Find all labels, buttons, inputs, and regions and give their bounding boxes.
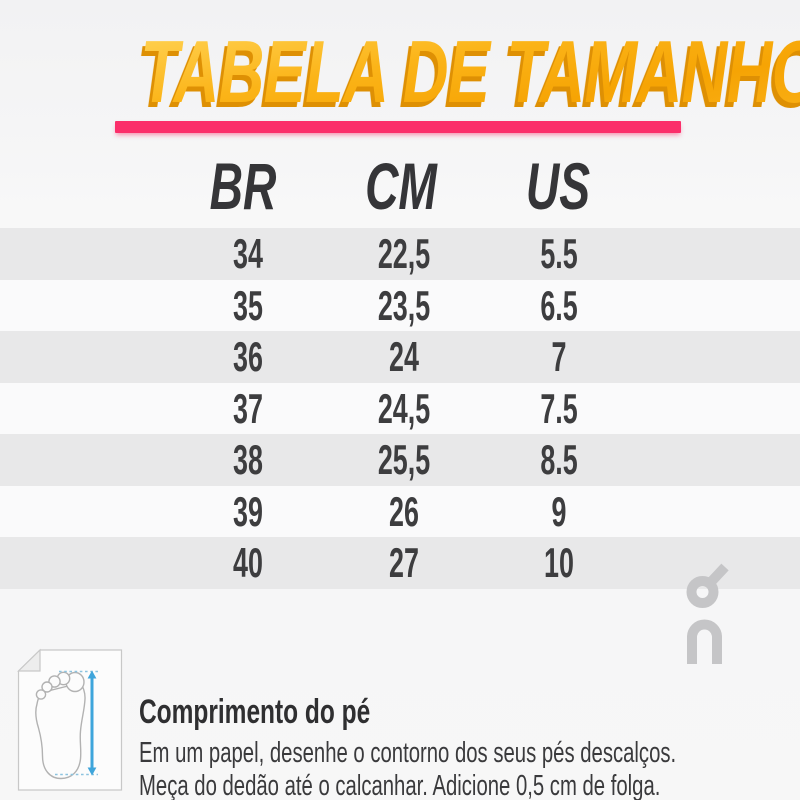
column-header-us: US xyxy=(525,149,591,223)
measure-note-line1: Em um papel, desenhe o contorno dos seus… xyxy=(139,737,677,769)
measure-note-line2: Meça do dedão até o calcanhar. Adicione … xyxy=(139,770,661,800)
table-row: 38 25,5 8.5 xyxy=(0,434,800,486)
page-title-text: TABELA DE TAMANHOS xyxy=(140,26,800,118)
cell-br: 34 xyxy=(233,230,263,277)
column-header-br: BR xyxy=(209,149,277,223)
cell-cm: 26 xyxy=(389,487,419,535)
foot-toes xyxy=(35,671,85,700)
measure-note-body: Em um papel, desenhe o contorno dos seus… xyxy=(139,737,676,800)
table-row: 37 24,5 7.5 xyxy=(0,382,800,434)
toe xyxy=(41,681,53,693)
cell-br: 36 xyxy=(233,333,263,380)
cell-us: 9 xyxy=(551,487,567,535)
cell-br: 39 xyxy=(233,487,263,535)
cell-us: 5.5 xyxy=(540,230,578,277)
cell-us: 8.5 xyxy=(540,436,578,483)
cell-cm: 23,5 xyxy=(377,281,431,329)
page-title: TABELA DE TAMANHOS xyxy=(0,26,800,118)
table-row: 35 23,5 6.5 xyxy=(0,279,800,331)
table-row: 40 27 10 xyxy=(0,537,800,589)
cell-br: 37 xyxy=(233,384,263,432)
table-row: 34 22,5 5.5 xyxy=(0,228,800,280)
paper-fold xyxy=(17,648,41,672)
toe xyxy=(35,689,47,700)
title-underline xyxy=(115,121,681,133)
measure-arrow xyxy=(87,670,97,776)
cell-cm: 24 xyxy=(389,333,419,380)
table-row: 36 24 7 xyxy=(0,331,800,383)
cell-br: 40 xyxy=(233,539,263,586)
cell-us: 7 xyxy=(551,333,567,380)
cell-cm: 24,5 xyxy=(377,384,431,432)
cell-us: 10 xyxy=(544,539,574,586)
cell-us: 7.5 xyxy=(540,384,578,432)
on-logo-o xyxy=(686,576,719,608)
cell-cm: 25,5 xyxy=(377,436,431,483)
on-logo-o-tail xyxy=(707,563,729,586)
cell-br: 38 xyxy=(233,436,263,483)
column-header-cm: CM xyxy=(365,149,437,223)
measure-note-heading: Comprimento do pé xyxy=(139,693,371,731)
cell-br: 35 xyxy=(233,281,263,329)
cell-cm: 22,5 xyxy=(377,230,431,277)
cell-us: 6.5 xyxy=(540,281,578,329)
table-row: 39 26 9 xyxy=(0,485,800,537)
on-logo xyxy=(686,563,729,664)
on-logo-n xyxy=(687,619,722,664)
table-header-row: BR CM US xyxy=(0,149,800,223)
size-table: 34 22,5 5.5 35 23,5 6.5 36 24 7 37 24,5 … xyxy=(0,228,800,589)
cell-cm: 27 xyxy=(389,539,419,586)
foot-measure-icon xyxy=(17,648,123,791)
